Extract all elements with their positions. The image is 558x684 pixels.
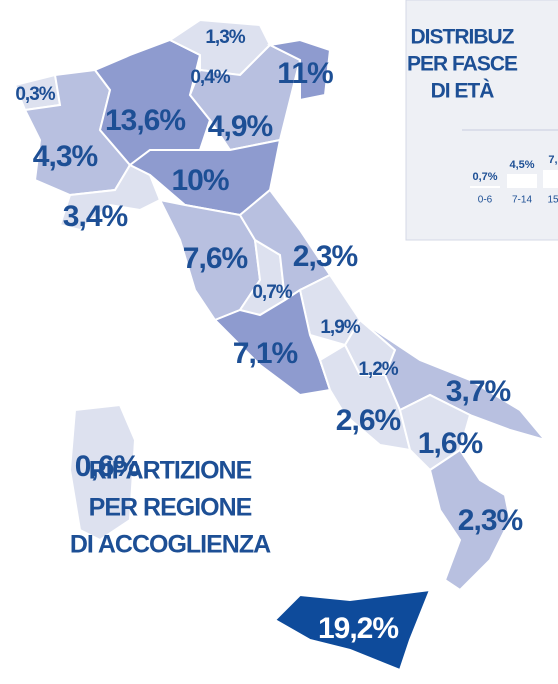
inset-title: PER FASCE [407,53,518,76]
region-label: 0,3% [15,84,55,105]
region-label: 13,6% [105,104,185,137]
region-label: 3,4% [63,200,128,233]
inset-value-label: 4,5% [509,159,534,171]
region-label: 2,3% [293,240,358,273]
inset-age-label: 15 [547,195,558,206]
region-label: 19,2% [318,612,398,645]
region-label: 7,1% [233,337,298,370]
region-label: 0,4% [190,67,230,88]
region-label: 10% [171,164,228,197]
inset-value-label: 0,7% [472,171,497,183]
map-title: RIPARTIZIONE [89,457,252,485]
region-label: 1,6% [418,427,483,460]
inset-age-label: 0-6 [478,195,493,206]
region-label: 2,3% [458,504,523,537]
region [93,38,212,167]
region-label: 1,2% [358,359,398,380]
region-label: 7,6% [183,242,248,275]
inset-bar [507,174,537,188]
region-label: 4,9% [208,110,273,143]
inset-panel [405,0,558,241]
region [266,38,332,102]
region-label: 3,7% [446,375,511,408]
region-label: 1,3% [205,27,245,48]
inset-bar [543,170,558,188]
map-title: DI ACCOGLIENZA [70,531,271,559]
inset-age-label: 7-14 [512,195,532,206]
inset-value-label: 7, [548,154,557,166]
region [58,163,162,232]
region [213,288,332,397]
map-title: PER REGIONE [89,494,252,522]
region-label: 4,3% [33,140,98,173]
region-label: 11% [277,57,333,90]
region-label: 1,9% [320,317,360,338]
region-label: 2,6% [336,404,401,437]
inset-title: DI ETÀ [431,80,495,103]
region [359,319,548,442]
region-label: 0,7% [252,282,292,303]
region [68,403,137,542]
inset-bar [470,186,500,188]
region [428,448,512,592]
region [273,588,432,672]
region [128,138,282,217]
inset-title: DISTRIBUZ [411,26,515,49]
inset [405,0,558,241]
region-label: 0,6% [75,450,140,483]
regions [13,18,548,672]
